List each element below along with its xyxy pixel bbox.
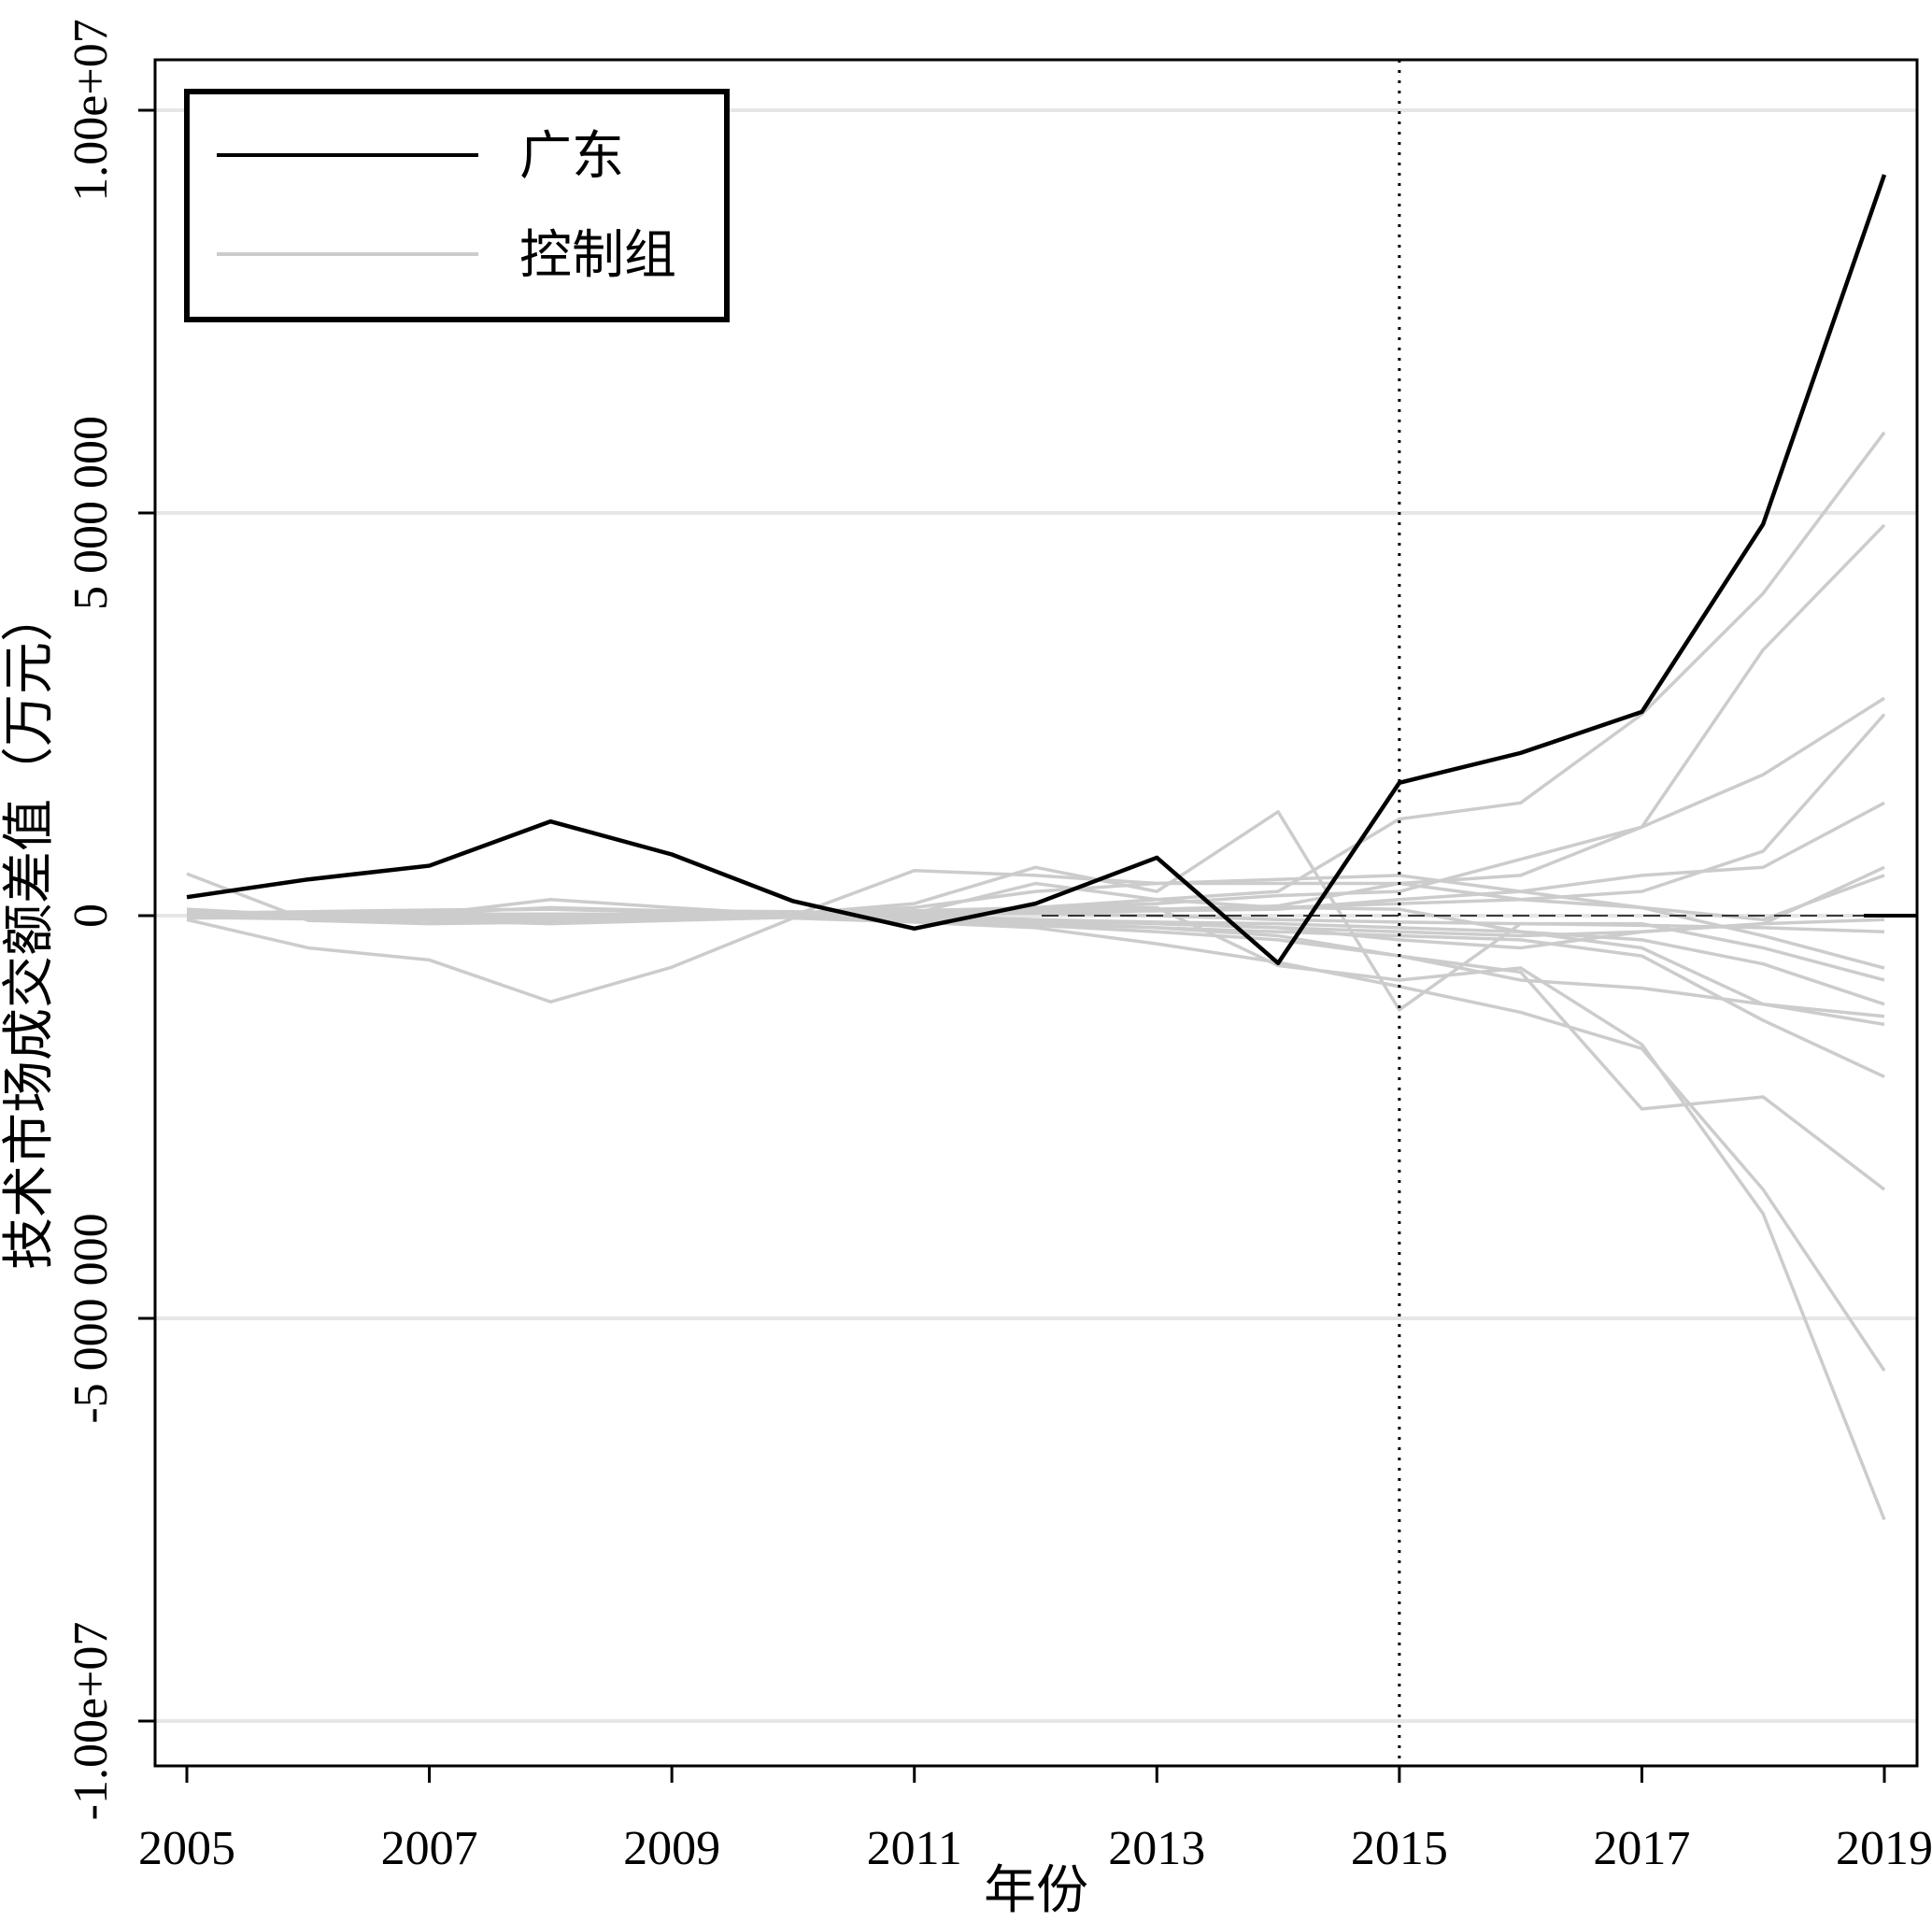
x-tick-label-2005: 2005 (138, 1822, 235, 1875)
control-series-line-17 (186, 911, 1885, 933)
legend-label-control: 控制组 (519, 225, 676, 286)
y-tick-label-2: 0 (64, 904, 118, 928)
treated-series-line (186, 174, 1887, 966)
x-axis: 2005 2007 2009 2011 2013 2015 2017 2019 (138, 1766, 1932, 1875)
x-tick-label-2015: 2015 (1351, 1822, 1448, 1875)
control-series-line-12 (186, 915, 1885, 1078)
x-axis-title: 年份 (984, 1860, 1088, 1921)
y-axis-title: 技术市场成交额差值（万元） (0, 590, 60, 1270)
legend-box (184, 89, 730, 322)
y-tick-label-4: -1.00e+07 (64, 1622, 118, 1821)
x-tick-label-2013: 2013 (1108, 1822, 1205, 1875)
control-series-line-6 (186, 696, 1885, 916)
control-series-line-13 (186, 914, 1885, 1018)
control-series-line-4 (186, 431, 1886, 918)
legend-label-guangdong: 广东 (519, 126, 624, 187)
x-tick-label-2017: 2017 (1593, 1822, 1690, 1875)
control-series-line-3 (186, 905, 1886, 1191)
x-tick-label-2019: 2019 (1836, 1822, 1932, 1875)
x-tick-label-2011: 2011 (867, 1822, 962, 1875)
x-tick-label-2009: 2009 (623, 1822, 720, 1875)
x-tick-label-2007: 2007 (381, 1822, 478, 1875)
legend: 广东 控制组 (184, 89, 730, 322)
y-axis: 1.00e+07 5 000 000 0 -5 000 000 -1.00e+07 (64, 19, 155, 1820)
treated-series-group (186, 174, 1887, 966)
control-series-group (186, 431, 1886, 1521)
control-series-line-1 (186, 872, 1886, 1521)
control-series-line-7 (186, 713, 1886, 918)
control-series-line-11 (187, 881, 1885, 1027)
y-tick-label-1: 5 000 000 (64, 416, 118, 610)
control-series-line-18 (186, 914, 1885, 938)
y-tick-label-3: -5 000 000 (64, 1213, 118, 1423)
plot-frame (153, 58, 1919, 1768)
control-series-line-2 (186, 916, 1886, 1373)
y-tick-label-0: 1.00e+07 (64, 19, 118, 201)
